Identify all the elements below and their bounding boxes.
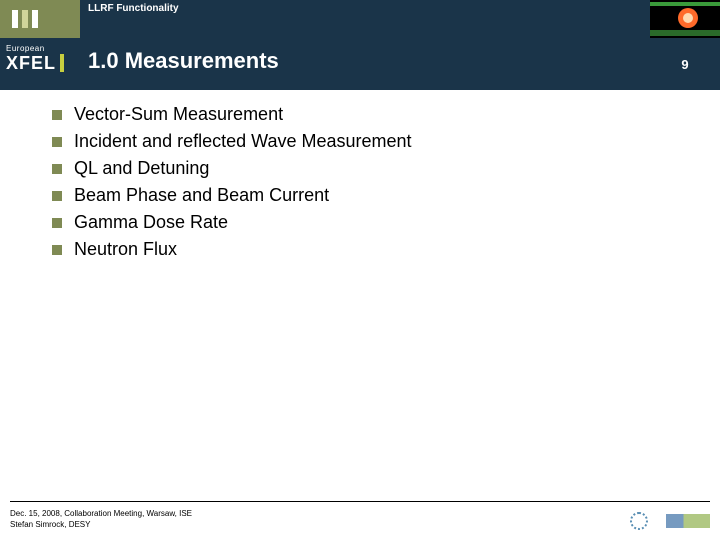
list-item-text: Neutron Flux [74,239,177,260]
page-number: 9 [681,57,688,72]
list-item: QL and Detuning [52,158,652,179]
accent-bar-icon [12,10,18,28]
bullet-icon [52,137,62,147]
list-item: Gamma Dose Rate [52,212,652,233]
footer-divider [10,501,710,502]
content-area: Vector-Sum Measurement Incident and refl… [52,104,652,266]
footer-text: Dec. 15, 2008, Collaboration Meeting, Wa… [10,509,192,530]
footer-logos [630,512,710,530]
list-item-text: QL and Detuning [74,158,209,179]
list-item: Incident and reflected Wave Measurement [52,131,652,152]
accent-bar-icon [22,10,28,28]
logo-bar-icon [60,54,64,72]
list-item-text: Beam Phase and Beam Current [74,185,329,206]
thumbnail-icon [650,0,720,38]
footer-logo-icon [630,512,648,530]
list-item: Neutron Flux [52,239,652,260]
list-item: Beam Phase and Beam Current [52,185,652,206]
list-item-text: Vector-Sum Measurement [74,104,283,125]
accent-bar-icon [32,10,38,28]
logo-top-text: European [6,44,80,53]
breadcrumb: LLRF Functionality [88,3,179,14]
page-number-box: 9 [650,38,720,90]
bullet-icon [52,191,62,201]
header-thumbnail [650,0,720,38]
logo-main-text: XFEL [6,53,56,73]
bullet-icon [52,245,62,255]
bullet-icon [52,218,62,228]
list-item: Vector-Sum Measurement [52,104,652,125]
page-title: 1.0 Measurements [88,48,279,74]
slide: LLRF Functionality European XFEL 1.0 Mea… [0,0,720,540]
footer-line1: Dec. 15, 2008, Collaboration Meeting, Wa… [10,509,192,519]
bullet-icon [52,164,62,174]
footer-line2: Stefan Simrock, DESY [10,520,192,530]
footer-logo-icon [666,514,710,528]
bullet-icon [52,110,62,120]
list-item-text: Gamma Dose Rate [74,212,228,233]
list-item-text: Incident and reflected Wave Measurement [74,131,412,152]
xfel-logo: European XFEL [6,44,80,84]
top-band-accent [0,0,80,38]
